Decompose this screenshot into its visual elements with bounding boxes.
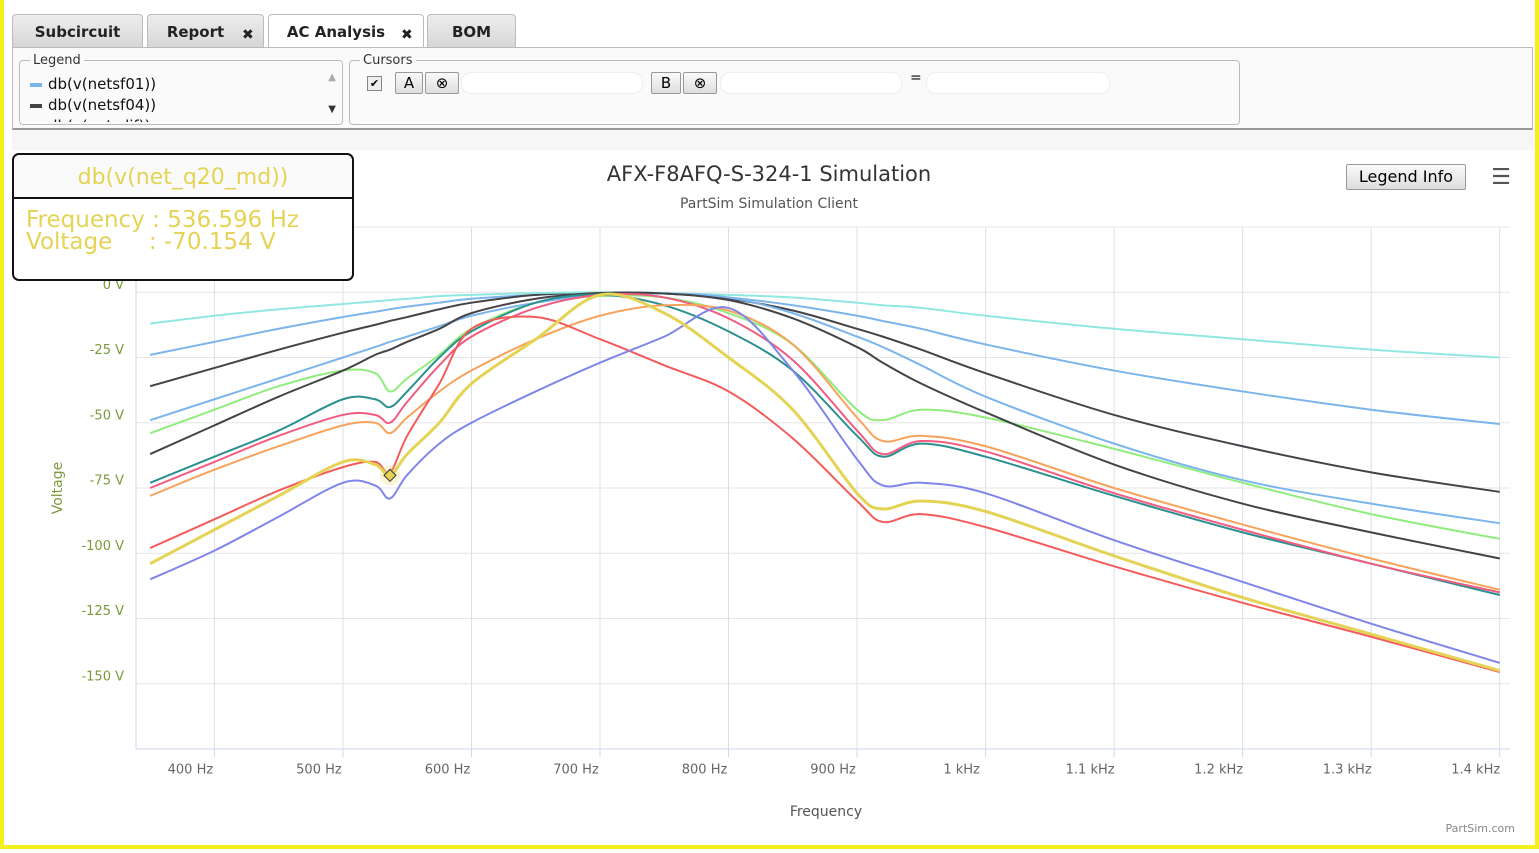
cursor-b-input[interactable] xyxy=(720,72,902,94)
x-tick-label: 800 Hz xyxy=(682,763,728,778)
y-tick-label: 0 V xyxy=(103,278,124,293)
x-axis-title: Frequency xyxy=(790,804,862,820)
y-tick-label: -100 V xyxy=(81,539,124,554)
series-line xyxy=(149,292,1500,525)
series-line xyxy=(149,306,1501,664)
x-tick-label: 700 Hz xyxy=(553,763,599,778)
series-line xyxy=(149,291,1500,493)
tooltip-line: Frequency : 536.596 Hz xyxy=(26,207,299,233)
y-tick-label: -25 V xyxy=(90,343,124,358)
legend-label: db(v(netsf04)) xyxy=(48,96,157,114)
legend-panel: Legend db(v(netsf01))db(v(netsf04))db(v(… xyxy=(19,53,343,125)
tab-active[interactable]: AC Analysis ✖ xyxy=(268,14,424,47)
x-tick-label: 1.1 kHz xyxy=(1066,763,1115,778)
x-tick-label: 900 Hz xyxy=(810,763,856,778)
y-axis-title: Voltage xyxy=(50,462,66,515)
tab[interactable]: BOM xyxy=(427,14,516,47)
x-tick-label: 500 Hz xyxy=(296,763,342,778)
close-icon[interactable]: ✖ xyxy=(242,27,254,43)
tooltip: db(v(net_q20_md)) Frequency : 536.596 Hz… xyxy=(12,153,354,281)
legend-label: db(v(netsf01)) xyxy=(48,75,157,93)
series-line xyxy=(149,292,1500,594)
y-tick-label: -125 V xyxy=(81,604,124,619)
legend-item[interactable]: db(v(netsf04)) xyxy=(30,95,310,116)
y-tick-label: -150 V xyxy=(81,669,124,684)
chart-title: AFX-F8AFQ-S-324-1 Simulation xyxy=(607,162,931,186)
legend-item[interactable]: db(v(netsf01)) xyxy=(30,74,310,95)
legend-item[interactable]: db(v(net_dif)) xyxy=(30,116,310,122)
legend-title: Legend xyxy=(33,53,81,68)
tab[interactable]: Report ✖ xyxy=(147,14,264,47)
series-line xyxy=(149,293,1500,596)
tab[interactable]: Subcircuit xyxy=(12,14,143,47)
cursor-a-input[interactable] xyxy=(461,72,643,94)
clear-a-button[interactable]: ⊗ xyxy=(425,72,459,94)
credit: PartSim.com xyxy=(1446,822,1515,835)
series-line xyxy=(149,292,1501,673)
series-line xyxy=(149,303,1500,591)
checkbox[interactable]: ✔ xyxy=(367,76,382,91)
clear-b-button[interactable]: ⊗ xyxy=(683,72,717,94)
x-tick-label: 1.4 kHz xyxy=(1451,763,1500,778)
legend-swatch xyxy=(30,82,42,87)
x-tick-label: 1.3 kHz xyxy=(1323,763,1372,778)
legend-label: db(v(net_dif)) xyxy=(48,117,150,122)
cursors-title: Cursors xyxy=(363,53,413,68)
scroll-down[interactable]: ▼ xyxy=(328,104,336,115)
chart-subtitle: PartSim Simulation Client xyxy=(680,196,859,212)
spacer xyxy=(12,130,1535,150)
y-tick-label: -50 V xyxy=(90,408,124,423)
x-tick-label: 400 Hz xyxy=(168,763,214,778)
legend-list: db(v(netsf01)) db(v(netsf04)) db(v(net_dif… xyxy=(30,74,310,122)
tooltip-title: db(v(net_q20_md)) xyxy=(14,155,352,199)
toolbar-panel: Legend db(v(netsf01))db(v(netsf04))db(v(… xyxy=(12,47,1533,130)
tab-label: Report xyxy=(166,23,225,41)
equals-sign: = xyxy=(910,70,922,86)
legend-swatch xyxy=(30,103,42,108)
legend-info-button[interactable]: Legend Info xyxy=(1346,164,1466,190)
series-line xyxy=(149,291,1500,560)
cursor-a-button[interactable]: A xyxy=(395,72,423,94)
x-tick-label: 1.2 kHz xyxy=(1194,763,1243,778)
cursor-b-button[interactable]: B xyxy=(651,72,681,94)
tab-label: AC Analysis xyxy=(286,23,386,41)
close-icon[interactable]: ✖ xyxy=(401,27,413,43)
menu-button[interactable]: ☰ xyxy=(1491,165,1511,190)
difference-input[interactable] xyxy=(926,72,1110,94)
x-tick-label: 1 kHz xyxy=(943,763,980,778)
scroll-up[interactable]: ▲ xyxy=(328,72,336,83)
y-tick-label: -75 V xyxy=(90,474,124,489)
x-tick-label: 600 Hz xyxy=(425,763,471,778)
series-line xyxy=(149,291,1500,426)
cursors-panel: Cursors ✔ A ⊗ B ⊗ = xyxy=(349,53,1240,125)
tooltip-line: Voltage : -70.154 V xyxy=(26,229,276,255)
hover-marker xyxy=(383,468,397,483)
